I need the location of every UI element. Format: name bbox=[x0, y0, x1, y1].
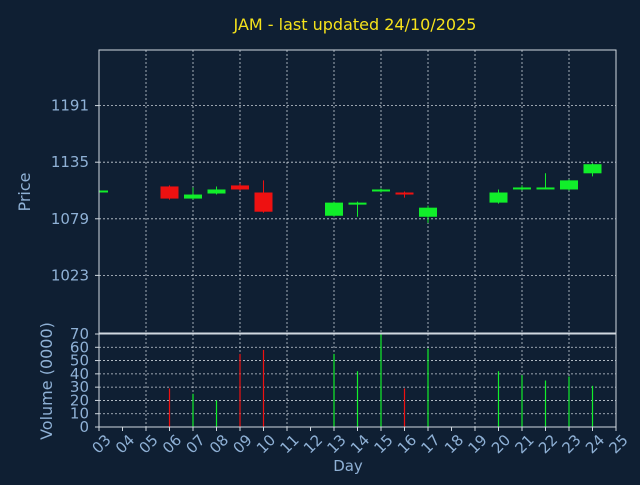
candle-body bbox=[325, 202, 343, 216]
candle bbox=[513, 185, 531, 191]
x-tick-label: 06 bbox=[159, 431, 185, 457]
candle-body bbox=[560, 180, 578, 190]
volume-tick-label: 30 bbox=[70, 378, 89, 396]
x-axis: 0304050607080910111213141516171819202122… bbox=[89, 427, 632, 457]
candle-body bbox=[348, 202, 367, 205]
candle bbox=[254, 180, 273, 213]
x-tick-label: 12 bbox=[300, 431, 326, 457]
price-axis-label: Price bbox=[15, 172, 34, 211]
volume-tick-label: 10 bbox=[70, 405, 89, 423]
candle-body bbox=[536, 187, 555, 190]
x-tick-label: 04 bbox=[112, 431, 138, 457]
volume-tick-label: 0 bbox=[79, 418, 89, 436]
candle bbox=[372, 188, 390, 193]
volume-axis-label: Volume (0000) bbox=[37, 322, 56, 440]
volume-tick-label: 40 bbox=[70, 365, 89, 383]
candle-body bbox=[419, 207, 437, 217]
x-tick-label: 11 bbox=[277, 431, 303, 457]
candle-body bbox=[207, 189, 226, 194]
candle bbox=[160, 185, 179, 200]
candle-body bbox=[489, 192, 508, 203]
candle bbox=[98, 189, 108, 193]
volume-bars bbox=[168, 334, 594, 427]
x-tick-label: 14 bbox=[347, 431, 373, 457]
x-tick-label: 07 bbox=[183, 431, 209, 457]
candle bbox=[348, 201, 367, 217]
candle-body bbox=[254, 192, 273, 212]
x-tick-label: 16 bbox=[394, 431, 420, 457]
x-tick-label: 08 bbox=[206, 431, 232, 457]
volume-tick-label: 50 bbox=[70, 352, 89, 370]
candle-body bbox=[99, 190, 108, 193]
volume-tick-label: 20 bbox=[70, 391, 89, 409]
candle bbox=[419, 205, 437, 223]
x-axis-label: Day bbox=[333, 457, 363, 475]
x-tick-label: 22 bbox=[535, 431, 561, 457]
price-tick-label: 1079 bbox=[51, 210, 89, 228]
candle bbox=[207, 186, 226, 195]
x-tick-label: 05 bbox=[136, 431, 162, 457]
candle-body bbox=[160, 186, 179, 199]
price-tick-label: 1023 bbox=[51, 266, 89, 284]
x-tick-label: 24 bbox=[582, 431, 608, 457]
candle bbox=[583, 163, 602, 177]
price-panel-frame bbox=[98, 49, 617, 334]
candle bbox=[395, 191, 414, 198]
x-tick-label: 20 bbox=[488, 431, 514, 457]
candle-body bbox=[395, 192, 414, 195]
volume-panel-frame bbox=[98, 333, 617, 428]
candle bbox=[489, 189, 508, 204]
x-tick-label: 03 bbox=[89, 431, 115, 457]
x-tick-label: 23 bbox=[559, 431, 585, 457]
x-tick-label: 09 bbox=[230, 431, 256, 457]
candle bbox=[231, 183, 249, 191]
candle-body bbox=[513, 187, 531, 190]
price-axis: 1023 1079 1135 1191 bbox=[51, 97, 99, 284]
volume-tick-label: 60 bbox=[70, 338, 89, 356]
x-tick-label: 17 bbox=[418, 431, 444, 457]
candles bbox=[98, 163, 602, 223]
x-tick-label: 10 bbox=[253, 431, 279, 457]
x-tick-label: 13 bbox=[324, 431, 350, 457]
volume-tick-label: 70 bbox=[70, 325, 89, 343]
x-tick-label: 18 bbox=[441, 431, 467, 457]
candle-body bbox=[184, 194, 202, 199]
candle-body bbox=[231, 185, 249, 190]
chart-title: JAM - last updated 24/10/2025 bbox=[233, 15, 477, 34]
x-tick-label: 25 bbox=[606, 431, 632, 457]
candle-body bbox=[583, 164, 602, 174]
candle bbox=[560, 179, 578, 191]
candle bbox=[536, 173, 555, 190]
x-tick-label: 15 bbox=[371, 431, 397, 457]
price-tick-label: 1135 bbox=[51, 153, 89, 171]
candle bbox=[325, 201, 343, 217]
x-tick-label: 21 bbox=[512, 431, 538, 457]
price-tick-label: 1191 bbox=[51, 97, 89, 115]
x-tick-label: 19 bbox=[465, 431, 491, 457]
candle-body bbox=[372, 189, 390, 192]
candle bbox=[184, 187, 202, 200]
